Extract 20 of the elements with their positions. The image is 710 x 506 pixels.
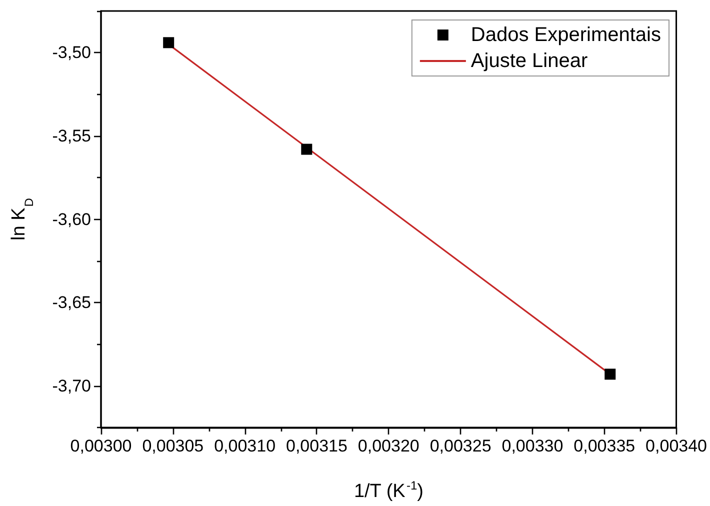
y-tick-label: -3,55 [52,126,91,146]
x-tick-label: 0,00335 [574,436,636,456]
y-tick-label: -3,70 [52,376,91,396]
y-tick-label: -3,60 [52,210,91,229]
y-axis-title: ln KD [8,198,36,240]
x-tick-label: 0,00325 [430,436,492,456]
x-tick-label: 0,00315 [286,436,348,456]
point [301,144,312,155]
legend-label: Dados Experimentais [470,24,662,46]
legend-label: Ajuste Linear [470,50,588,72]
x-tick-label: 0,00340 [646,436,707,456]
point [163,37,174,48]
x-tick-label: 0,00320 [358,436,420,456]
x-tick-label: 0,00330 [502,436,564,456]
point [604,368,616,380]
y-tick-label: -3,50 [52,43,91,62]
x-tick-label: 0,00310 [214,436,276,456]
x-tick-label: 0,00305 [142,436,204,456]
y-tick-label: -3,65 [52,293,91,312]
x-tick-label: 0,00300 [70,436,132,456]
